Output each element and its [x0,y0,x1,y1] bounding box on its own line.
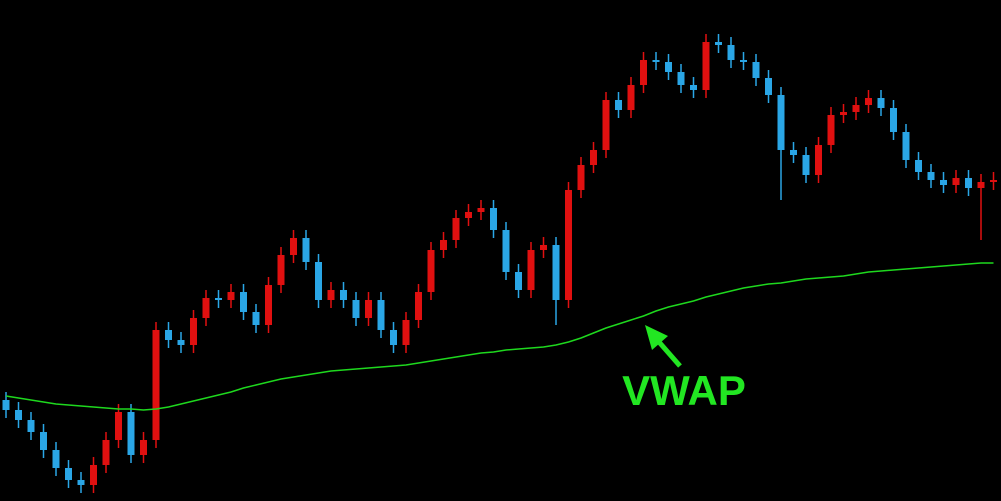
candle-body [490,208,497,230]
arrow-head [645,325,668,350]
candle-body [102,440,110,465]
candle-body [665,62,672,72]
candle-body [927,172,935,180]
candle-body [565,190,572,300]
candle-body [65,468,72,480]
candle-body [740,60,747,62]
candle-body [90,465,97,485]
candle-body [252,312,260,325]
candle-body [902,132,910,160]
candle-body [802,155,810,175]
candle-body [27,420,35,432]
candle-body [427,250,435,292]
candle-body [340,290,347,300]
candle-body [15,410,22,420]
candle-body [977,182,985,188]
candle-body [890,108,897,132]
candle-body [377,300,385,330]
annotation: VWAP [622,367,746,414]
candle-body [452,218,460,240]
candle-body [165,330,172,340]
candle-body [240,292,247,312]
candle-body [965,178,972,188]
candle-body [315,262,322,300]
candle-body [615,100,622,110]
candle-body [127,412,135,455]
candle-body [277,255,285,285]
candle-body [715,42,722,45]
candle-body [865,98,872,105]
candle-body [827,115,835,145]
candle-body [640,60,647,85]
candle-body [690,85,697,90]
candle-body [115,412,122,440]
candle-body [465,212,472,218]
candle-body [415,292,422,320]
candle-body [352,300,360,318]
candle-body [952,178,960,185]
candle-body [140,440,147,455]
candle-body [540,245,547,250]
candle-body [327,290,335,300]
candle-body [190,318,197,345]
candle-body [840,112,847,115]
candle-body [852,105,860,112]
candle-body [40,432,47,450]
candle-body [677,72,685,85]
candle-body [77,480,85,485]
candle-body [152,330,160,440]
candle-body [777,95,785,150]
candle-body [527,250,535,290]
candle-body [440,240,447,250]
candle-body [52,450,60,468]
candle-body [627,85,635,110]
candle-body [752,62,760,78]
candle-body [940,180,947,185]
candle-body [2,400,10,410]
candle-body [202,298,210,318]
candle-body [302,238,310,262]
candle-body [652,60,660,62]
candle-body [552,245,560,300]
candle-body [215,298,222,300]
candles [2,34,997,493]
candle-body [502,230,510,272]
candle-body [290,238,297,255]
candle-body [915,160,922,172]
annotation-group: VWAP [622,325,746,414]
candle-body [702,42,710,90]
candle-body [590,150,597,165]
candle-body [790,150,797,155]
candle-body [990,180,997,182]
candle-body [365,300,372,318]
candle-body [727,45,735,60]
candle-body [602,100,610,150]
candle-body [765,78,772,95]
candle-body [515,272,522,290]
candle-body [390,330,397,345]
vwap-line [5,262,994,411]
candle-body [227,292,235,300]
candle-body [577,165,585,190]
candle-body [177,340,185,345]
candle-body [477,208,485,212]
candle-body [265,285,272,325]
candle-body [815,145,822,175]
candle-body [402,320,410,345]
candle-body [877,98,885,108]
